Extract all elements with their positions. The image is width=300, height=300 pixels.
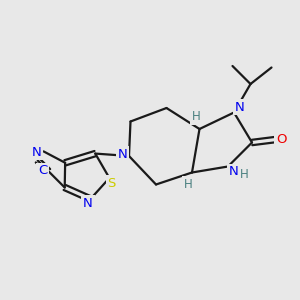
Text: N: N — [83, 197, 93, 210]
Text: S: S — [108, 177, 116, 190]
Text: N: N — [31, 146, 41, 159]
Text: O: O — [276, 133, 287, 146]
Text: H: H — [184, 178, 193, 191]
Text: H: H — [191, 110, 200, 124]
Text: H: H — [240, 168, 249, 182]
Text: N: N — [229, 165, 238, 178]
Text: C: C — [38, 164, 47, 178]
Text: N: N — [235, 100, 244, 114]
Text: N: N — [118, 148, 127, 161]
